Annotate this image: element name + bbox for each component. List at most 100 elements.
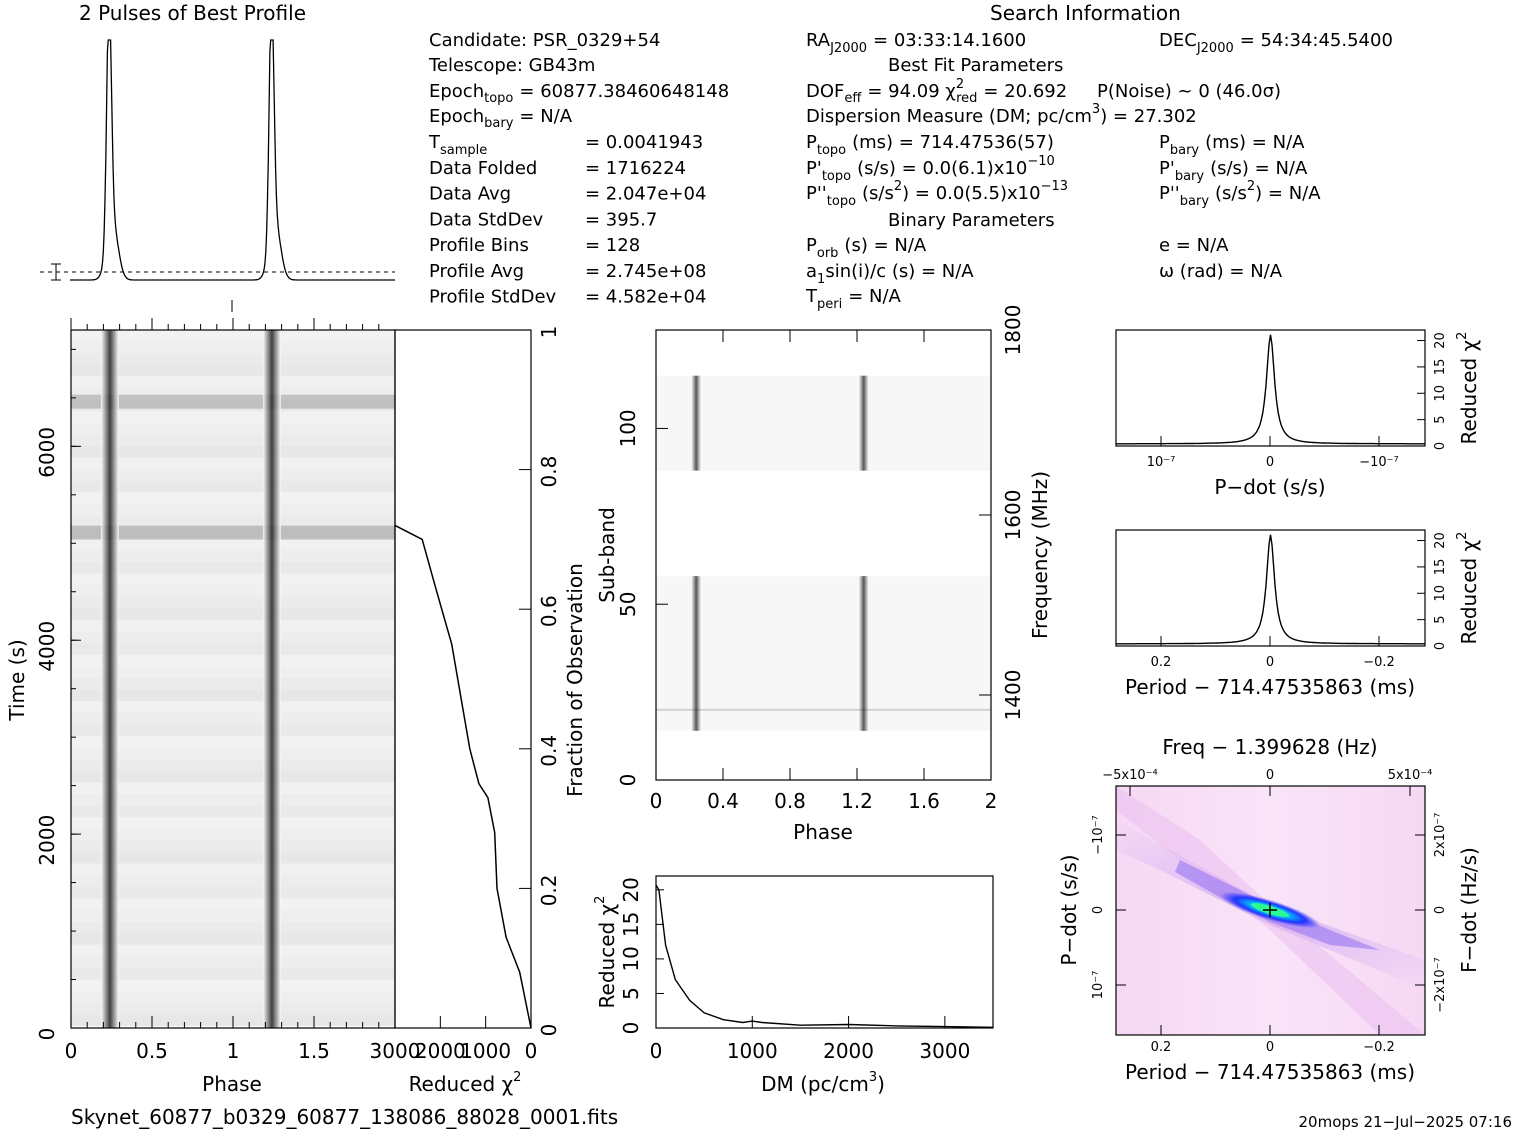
time-row xyxy=(71,921,395,934)
time-row xyxy=(71,527,395,539)
period-redchi-label: Reduced χ2 xyxy=(1455,532,1481,645)
pdot-chi-tick-label: 15 xyxy=(1433,359,1448,376)
time-row xyxy=(71,574,395,586)
info-row-label: Data Avg xyxy=(429,184,511,205)
time-row xyxy=(71,701,395,713)
info-left: Candidate: PSR_0329+54 Telescope: GB43m … xyxy=(428,30,729,308)
tsample: Tsample xyxy=(428,132,487,158)
time-row xyxy=(71,330,395,342)
pp-x-tick-label: −0.2 xyxy=(1363,1040,1395,1055)
pddot-topo: P''topo (s/s2) = 0.0(5.5)x10−13 xyxy=(806,179,1068,209)
subband-active-bg xyxy=(656,376,991,471)
dm-tick-label: 0 xyxy=(650,1039,663,1063)
eccentricity: e = N/A xyxy=(1159,235,1229,256)
redchi-label: Reduced χ2 xyxy=(409,1070,522,1096)
dm-redchi-label: Reduced χ2 xyxy=(593,896,619,1009)
time-row xyxy=(71,689,395,702)
pdot-line xyxy=(1116,334,1425,445)
pp-left-tick-label: −10⁻⁷ xyxy=(1091,815,1106,855)
profile-plot xyxy=(40,39,395,312)
subband-phase-tick-label: 1.2 xyxy=(841,789,873,813)
pp-x-tick-label: 0.2 xyxy=(1151,1040,1172,1055)
time-row xyxy=(71,480,395,493)
binary-title: Binary Parameters xyxy=(888,210,1055,231)
time-row xyxy=(71,759,395,771)
time-row xyxy=(71,631,395,644)
frac-tick-label: 1 xyxy=(537,326,561,339)
time-row xyxy=(71,353,395,365)
bright-time-row xyxy=(71,394,395,409)
time-row xyxy=(71,736,395,748)
pp-right-tick-label: −2x10⁻⁷ xyxy=(1433,957,1448,1012)
pdot-chi-tick-label: 0 xyxy=(1433,442,1448,450)
time-tick-label: 6000 xyxy=(35,427,59,478)
phase-tick-label: 0 xyxy=(65,1039,78,1063)
pdot-label: P−dot (s/s) xyxy=(1214,475,1325,499)
pp-top-tick-label: 0 xyxy=(1266,768,1274,783)
time-row xyxy=(71,828,395,841)
ra: RAJ2000 = 03:33:14.1600 xyxy=(806,30,1026,56)
period-chi-tick-label: 10 xyxy=(1433,585,1448,602)
subband-phase-label: Phase xyxy=(793,820,853,844)
time-row xyxy=(71,794,395,806)
time-row xyxy=(71,388,395,400)
pp-right-tick-label: 2x10⁻⁷ xyxy=(1433,813,1448,858)
time-row xyxy=(71,968,395,980)
period-label: Period − 714.47535863 (ms) xyxy=(1125,675,1415,699)
freq-tick-label: 1400 xyxy=(1001,670,1025,721)
subband-label: Sub-band xyxy=(595,507,619,603)
time-row xyxy=(71,446,395,458)
chi-fraction-border xyxy=(394,329,532,1029)
period-chi-tick-label: 0 xyxy=(1433,642,1448,650)
period-x-tick-label: −0.2 xyxy=(1363,655,1395,670)
time-row xyxy=(71,341,395,354)
subband-phase-plot: 0 50 100 0 0.4 0.8 1.2 1.6 2 1400 1600 1800 Phase S… xyxy=(595,305,1052,844)
dm-tick-label: 1000 xyxy=(727,1039,778,1063)
period-pdot-plot: Freq − 1.399628 (Hz) 0.2 0 −0.2 −5x10⁻⁴ 0 5x1… xyxy=(1057,735,1481,1084)
info-row-label: Data Folded xyxy=(429,158,537,179)
pdot-chi-tick-label: 20 xyxy=(1433,332,1448,349)
phase-label: Phase xyxy=(202,1072,262,1096)
filename: Skynet_60877_b0329_60877_138086_88028_00… xyxy=(71,1105,618,1129)
frac-tick-label: 0.6 xyxy=(537,595,561,627)
time-row xyxy=(71,596,395,609)
pdot-plot: 10⁻⁷ 0 −10⁻⁷ 0 5 10 15 20 P−dot (s/s) Reduced χ… xyxy=(1115,329,1481,499)
subband-pulse xyxy=(691,375,702,471)
fdot-right-label: F−dot (Hz/s) xyxy=(1457,847,1481,973)
dec: DECJ2000 = 54:34:45.5400 xyxy=(1159,30,1393,56)
dm-chi-tick-label: 20 xyxy=(619,877,643,902)
time-row xyxy=(71,364,395,377)
chi-tick-label: 3000 xyxy=(370,1039,421,1063)
time-row xyxy=(71,562,395,574)
subband-phase-tick-label: 0.4 xyxy=(707,789,739,813)
chi-tick-label: 1000 xyxy=(460,1039,511,1063)
profile-line xyxy=(70,39,395,281)
pp-x-tick-label: 0 xyxy=(1266,1040,1274,1055)
time-row xyxy=(71,585,395,597)
time-tick-label: 0 xyxy=(35,1028,59,1041)
dm-chi-tick-label: 0 xyxy=(619,1022,643,1035)
time-row xyxy=(71,643,395,655)
fraction-label: Fraction of Observation xyxy=(563,563,587,797)
time-phase-frame xyxy=(71,330,395,1028)
time-row xyxy=(71,678,395,690)
time-row xyxy=(71,933,395,945)
freq-top-label: Freq − 1.399628 (Hz) xyxy=(1162,735,1377,759)
tsample-value: = 0.0041943 xyxy=(585,132,703,153)
pdot-x-tick-label: 0 xyxy=(1266,455,1274,470)
pdot-bary: P'bary (s/s) = N/A xyxy=(1159,158,1308,184)
dm: Dispersion Measure (DM; pc/cm3) = 27.302 xyxy=(806,102,1197,127)
time-row xyxy=(71,608,395,620)
dm-chi-tick-label: 15 xyxy=(619,912,643,937)
time-label: Time (s) xyxy=(5,639,29,721)
time-row xyxy=(71,712,395,725)
pdot-chi-tick-label: 10 xyxy=(1433,385,1448,402)
time-row xyxy=(71,747,395,760)
pdot-chi-tick-label: 5 xyxy=(1433,415,1448,423)
chi-fraction-line xyxy=(394,524,532,1029)
time-row xyxy=(71,852,395,864)
dm-chi-tick-label: 10 xyxy=(619,946,643,971)
info-row-value: = 128 xyxy=(585,235,640,256)
freq-tick-label: 1800 xyxy=(1001,305,1025,356)
info-row-value: = 1716224 xyxy=(585,158,686,179)
